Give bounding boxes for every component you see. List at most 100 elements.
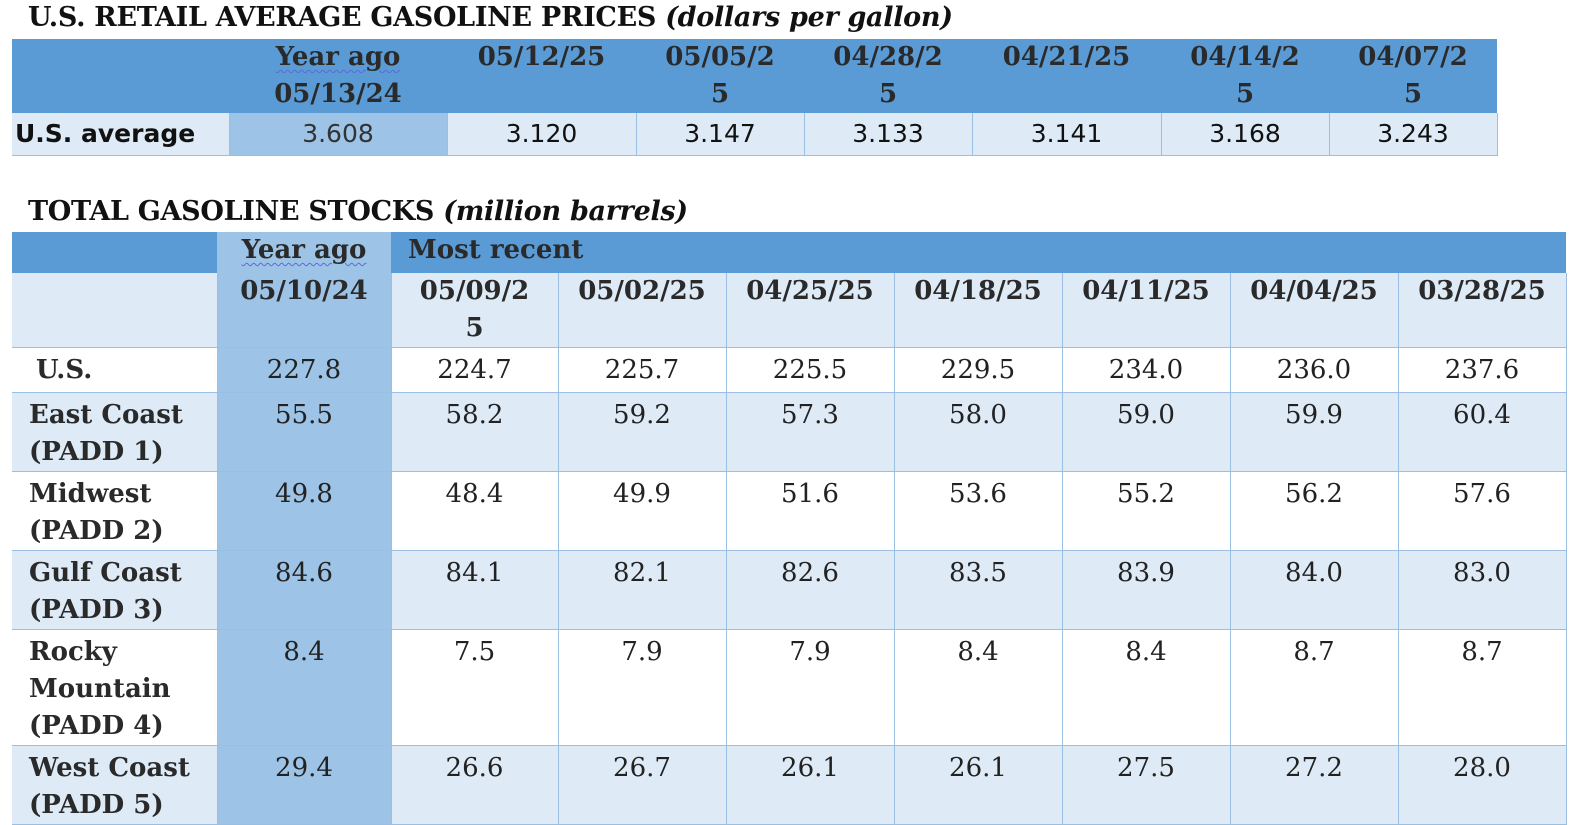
stocks-row-gulf-coast: Gulf Coast (PADD 3) 84.6 84.1 82.1 82.6 8…	[12, 550, 1567, 630]
prices-year-ago-label: Year ago	[275, 42, 401, 72]
stocks-year-ago-value: 227.8	[217, 347, 392, 393]
stocks-group-most-recent: Most recent	[391, 232, 1566, 273]
stocks-value: 84.0	[1230, 550, 1399, 630]
prices-table: Year ago 05/13/24 05/12/25 05/05/2 5 04/2…	[12, 39, 1498, 156]
stocks-year-ago-value: 55.5	[217, 392, 392, 472]
prices-unit: (dollars per gallon)	[665, 2, 953, 33]
stocks-value: 53.6	[894, 471, 1063, 551]
stocks-value: 59.9	[1230, 392, 1399, 472]
stocks-date: 04/18/25	[894, 273, 1063, 348]
prices-header-date: 04/21/25	[972, 39, 1161, 113]
stocks-value: 237.6	[1398, 347, 1567, 393]
prices-header-date: 04/14/2 5	[1161, 39, 1329, 113]
stocks-row-label: Gulf Coast (PADD 3)	[12, 550, 218, 630]
stocks-dates-blank	[12, 273, 218, 348]
stocks-row-label: West Coast (PADD 5)	[12, 745, 218, 825]
stocks-row-west-coast: West Coast (PADD 5) 29.4 26.6 26.7 26.1 2…	[12, 745, 1567, 825]
prices-value: 3.147	[636, 113, 805, 156]
stocks-value: 27.2	[1230, 745, 1399, 825]
stocks-value: 59.0	[1062, 392, 1231, 472]
stocks-value: 28.0	[1398, 745, 1567, 825]
stocks-value: 8.4	[894, 629, 1063, 746]
stocks-unit: (million barrels)	[443, 196, 688, 227]
prices-header-date: 04/07/2 5	[1329, 39, 1497, 113]
stocks-value: 58.0	[894, 392, 1063, 472]
prices-value: 3.120	[447, 113, 637, 156]
stocks-date: 04/11/25	[1062, 273, 1231, 348]
stocks-value: 82.1	[558, 550, 727, 630]
stocks-title-text: TOTAL GASOLINE STOCKS	[28, 196, 435, 227]
stocks-group-blank	[12, 232, 217, 273]
stocks-row-label: East Coast (PADD 1)	[12, 392, 218, 472]
stocks-group-row: Year ago Most recent	[12, 232, 1566, 273]
stocks-value: 57.6	[1398, 471, 1567, 551]
prices-header-row: Year ago 05/13/24 05/12/25 05/05/2 5 04/2…	[12, 39, 1497, 113]
stocks-date: 03/28/25	[1398, 273, 1567, 348]
stocks-row-us: U.S. 227.8 224.7 225.7 225.5 229.5 234.0…	[12, 347, 1567, 393]
prices-value: 3.141	[972, 113, 1162, 156]
stocks-date: 05/02/25	[558, 273, 727, 348]
prices-header-blank	[12, 39, 229, 113]
stocks-value: 48.4	[391, 471, 559, 551]
stocks-value: 57.3	[726, 392, 895, 472]
prices-value: 3.133	[804, 113, 973, 156]
stocks-date: 05/09/2 5	[391, 273, 559, 348]
stocks-row-midwest: Midwest (PADD 2) 49.8 48.4 49.9 51.6 53.6…	[12, 471, 1567, 551]
stocks-year-ago-value: 84.6	[217, 550, 392, 630]
stocks-value: 58.2	[391, 392, 559, 472]
stocks-row-east-coast: East Coast (PADD 1) 55.5 58.2 59.2 57.3 5…	[12, 392, 1567, 472]
stocks-group-year-ago: Year ago	[217, 232, 391, 273]
stocks-row-rocky-mountain: Rocky Mountain (PADD 4) 8.4 7.5 7.9 7.9 8.…	[12, 629, 1567, 746]
stocks-value: 82.6	[726, 550, 895, 630]
stocks-value: 55.2	[1062, 471, 1231, 551]
stocks-date: 04/25/25	[726, 273, 895, 348]
prices-header-date: 05/05/2 5	[636, 39, 804, 113]
prices-header-date: 04/28/2 5	[804, 39, 972, 113]
stocks-value: 83.5	[894, 550, 1063, 630]
stocks-value: 229.5	[894, 347, 1063, 393]
stocks-value: 8.7	[1230, 629, 1399, 746]
stocks-value: 59.2	[558, 392, 727, 472]
prices-value: 3.168	[1161, 113, 1330, 156]
stocks-value: 83.0	[1398, 550, 1567, 630]
stocks-value: 225.7	[558, 347, 727, 393]
stocks-value: 49.9	[558, 471, 727, 551]
stocks-value: 26.1	[894, 745, 1063, 825]
prices-us-average-row: U.S. average 3.608 3.120 3.147 3.133 3.1…	[12, 113, 1498, 156]
stocks-year-ago-value: 49.8	[217, 471, 392, 551]
stocks-row-label: U.S.	[12, 347, 218, 393]
stocks-year-ago-date: 05/10/24	[217, 273, 392, 348]
stocks-value: 8.4	[1062, 629, 1231, 746]
stocks-date: 04/04/25	[1230, 273, 1399, 348]
stocks-year-ago-value: 8.4	[217, 629, 392, 746]
stocks-value: 27.5	[1062, 745, 1231, 825]
prices-header-date: 05/12/25	[447, 39, 636, 113]
prices-year-ago-value: 3.608	[229, 113, 448, 156]
stocks-table: Year ago Most recent 05/10/24 05/09/2 5 0…	[12, 232, 1567, 825]
prices-row-label: U.S. average	[12, 113, 230, 156]
stocks-value: 84.1	[391, 550, 559, 630]
stocks-value: 224.7	[391, 347, 559, 393]
stocks-value: 26.7	[558, 745, 727, 825]
stocks-value: 7.9	[726, 629, 895, 746]
stocks-row-label: Midwest (PADD 2)	[12, 471, 218, 551]
stocks-value: 56.2	[1230, 471, 1399, 551]
stocks-value: 60.4	[1398, 392, 1567, 472]
stocks-year-ago-value: 29.4	[217, 745, 392, 825]
stocks-value: 7.9	[558, 629, 727, 746]
stocks-value: 7.5	[391, 629, 559, 746]
prices-header-year-ago: Year ago 05/13/24	[229, 39, 447, 113]
prices-year-ago-date: 05/13/24	[274, 79, 402, 109]
stocks-value: 234.0	[1062, 347, 1231, 393]
prices-title: U.S. RETAIL AVERAGE GASOLINE PRICES (dol…	[28, 2, 953, 33]
stocks-dates-row: 05/10/24 05/09/2 5 05/02/25 04/25/25 04/1…	[12, 273, 1567, 348]
stocks-value: 8.7	[1398, 629, 1567, 746]
prices-value: 3.243	[1329, 113, 1498, 156]
stocks-value: 51.6	[726, 471, 895, 551]
stocks-value: 236.0	[1230, 347, 1399, 393]
stocks-value: 26.6	[391, 745, 559, 825]
stocks-row-label: Rocky Mountain (PADD 4)	[12, 629, 218, 746]
stocks-value: 83.9	[1062, 550, 1231, 630]
stocks-value: 225.5	[726, 347, 895, 393]
prices-title-text: U.S. RETAIL AVERAGE GASOLINE PRICES	[28, 2, 657, 33]
